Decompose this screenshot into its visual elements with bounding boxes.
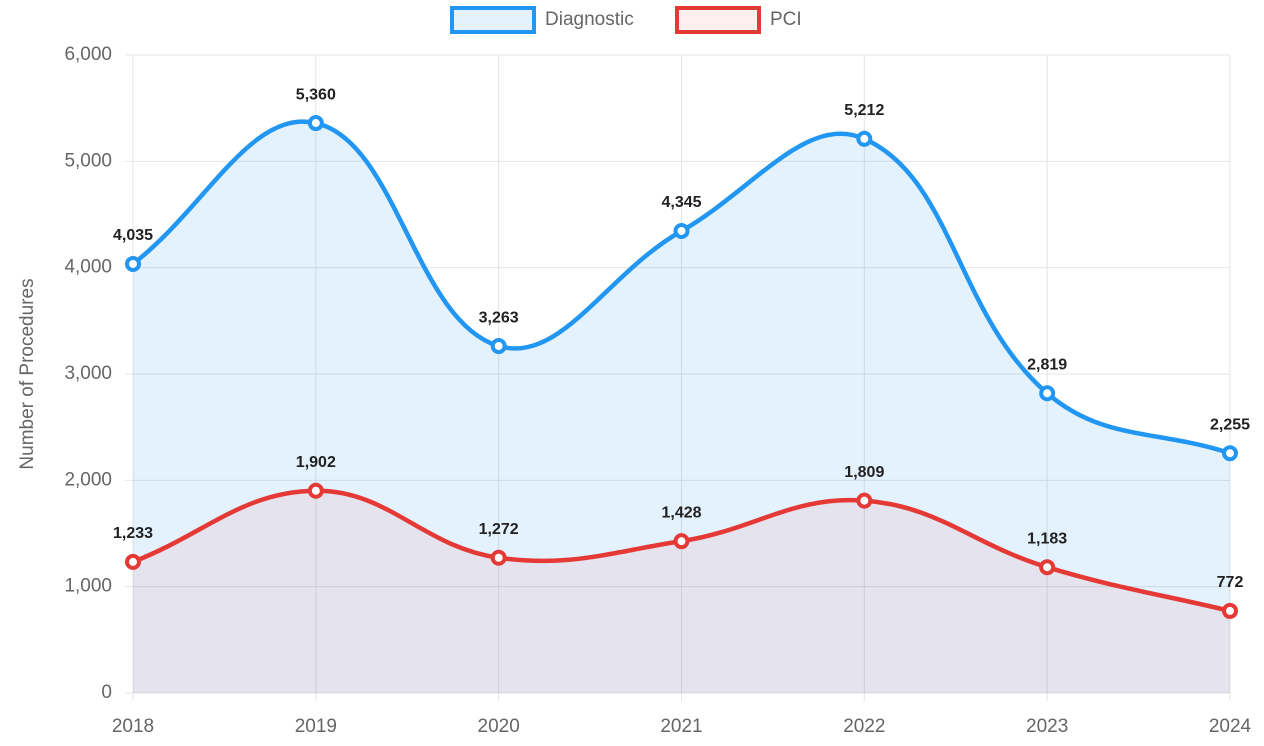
- point: [673, 222, 690, 239]
- data-label: 1,809: [844, 464, 884, 481]
- point: [125, 255, 141, 272]
- data-label: 1,428: [661, 504, 701, 521]
- legend-swatch: [675, 6, 761, 34]
- point: [673, 533, 690, 550]
- x-tick-label: 2019: [295, 716, 337, 737]
- legend-label: Diagnostic: [545, 9, 634, 30]
- point: [856, 492, 873, 509]
- data-label: 1,183: [1027, 530, 1067, 547]
- point: [125, 553, 141, 570]
- x-tick-label: 2018: [112, 716, 154, 737]
- point: [307, 482, 324, 499]
- x-tick-label: 2022: [843, 716, 885, 737]
- data-label: 2,255: [1210, 416, 1250, 433]
- point: [490, 338, 507, 355]
- data-label: 4,345: [661, 194, 701, 211]
- data-label: 5,212: [844, 102, 884, 119]
- x-tick-label: 2021: [660, 716, 702, 737]
- data-label: 1,902: [296, 454, 336, 471]
- legend-label: PCI: [770, 9, 802, 30]
- area: [133, 121, 1230, 693]
- point: [490, 549, 507, 566]
- point: [1039, 559, 1056, 576]
- area: [133, 490, 1230, 693]
- x-tick-label: 2020: [478, 716, 520, 737]
- y-tick-label: 4,000: [64, 257, 112, 278]
- point: [1039, 385, 1056, 402]
- point: [1222, 602, 1238, 619]
- legend-swatch: [450, 6, 536, 34]
- point: [307, 115, 324, 132]
- y-tick-label: 1,000: [64, 576, 112, 597]
- data-label: 5,360: [296, 86, 336, 103]
- data-label: 1,233: [113, 525, 153, 542]
- point: [1222, 445, 1238, 462]
- data-label: 1,272: [479, 521, 519, 538]
- y-tick-label: 3,000: [64, 363, 112, 384]
- data-label: 772: [1217, 574, 1244, 591]
- y-axis-title: Number of Procedures: [17, 278, 38, 469]
- point: [856, 130, 873, 147]
- data-label: 2,819: [1027, 356, 1067, 373]
- x-tick-label: 2023: [1026, 716, 1068, 737]
- y-tick-label: 6,000: [64, 44, 112, 65]
- y-tick-label: 2,000: [64, 469, 112, 490]
- y-tick-label: 0: [101, 682, 112, 703]
- data-label: 4,035: [113, 227, 153, 244]
- x-tick-label: 2024: [1209, 716, 1252, 737]
- y-tick-label: 5,000: [64, 150, 112, 171]
- data-label: 3,263: [479, 309, 519, 326]
